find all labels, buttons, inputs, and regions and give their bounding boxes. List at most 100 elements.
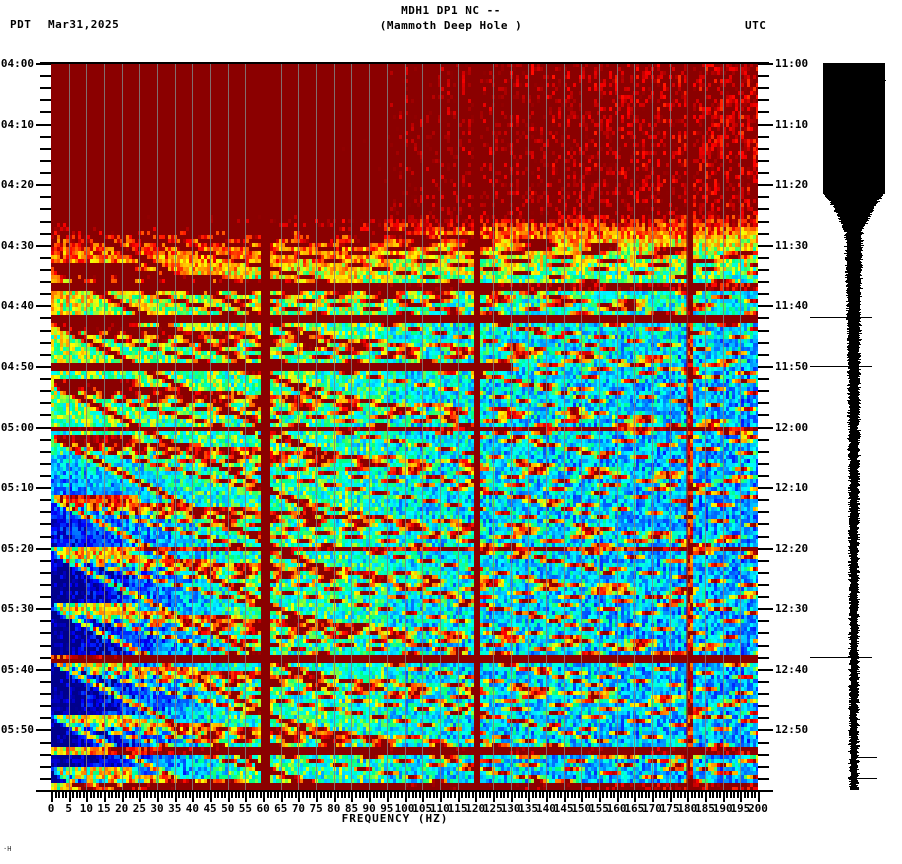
axis-tick-label: 11:30 (775, 239, 809, 252)
axis-tick (429, 792, 431, 798)
axis-tick-label: 05:50 (0, 723, 34, 736)
x-axis-tick-label: 170 (642, 802, 662, 815)
axis-tick (383, 792, 385, 798)
axis-tick (758, 160, 769, 162)
axis-tick (36, 487, 51, 489)
x-axis-tick-label: 190 (712, 802, 733, 815)
x-axis-tick-label: 70 (291, 802, 306, 815)
axis-tick-label: 11:10 (775, 118, 809, 131)
x-axis-tick-label: 85 (344, 802, 359, 815)
axis-tick (758, 317, 769, 319)
axis-tick (150, 792, 152, 798)
axis-tick (182, 792, 184, 798)
axis-tick-label: 12:20 (775, 542, 809, 555)
axis-tick (758, 111, 769, 113)
axis-tick (758, 717, 769, 719)
axis-tick (323, 792, 325, 798)
axis-tick (313, 792, 315, 798)
axis-tick (72, 792, 74, 798)
axis-tick (758, 560, 769, 562)
axis-tick (359, 792, 361, 798)
axis-tick (309, 792, 311, 798)
axis-tick (726, 792, 728, 798)
x-axis-tick-label: 145 (553, 802, 574, 815)
axis-tick (40, 439, 51, 441)
axis-tick (231, 792, 233, 798)
axis-tick (758, 681, 769, 683)
axis-tick-label: 05:30 (0, 602, 34, 615)
axis-tick (40, 717, 51, 719)
axis-tick (36, 366, 51, 368)
x-axis-tick-label: 75 (309, 802, 323, 815)
x-axis-tick-label: 10 (79, 802, 93, 815)
axis-tick (542, 792, 544, 798)
axis-tick (758, 523, 769, 525)
axis-tick (687, 792, 689, 802)
axis-tick (758, 148, 769, 150)
axis-tick (408, 792, 410, 798)
axis-tick (40, 99, 51, 101)
axis-tick-label: 04:40 (0, 299, 34, 312)
x-axis-tick-label: 5 (65, 802, 72, 815)
axis-tick (143, 792, 145, 798)
axis-tick (175, 792, 177, 802)
axis-tick (758, 245, 773, 247)
spectrogram-canvas (51, 63, 758, 790)
axis-tick (641, 792, 643, 798)
axis-tick (214, 792, 216, 798)
axis-tick (521, 792, 523, 798)
axis-tick (751, 792, 753, 798)
axis-tick (578, 792, 580, 798)
axis-tick (624, 792, 626, 798)
axis-tick (40, 560, 51, 562)
axis-tick-label: 04:10 (0, 118, 34, 131)
axis-tick (733, 792, 735, 798)
axis-tick (758, 792, 760, 802)
x-axis-tick-label: 185 (695, 802, 715, 815)
axis-tick (108, 792, 110, 798)
axis-tick (40, 378, 51, 380)
axis-tick (69, 792, 71, 802)
axis-tick (58, 792, 60, 798)
axis-tick (397, 792, 399, 798)
axis-tick (40, 511, 51, 513)
axis-tick (691, 792, 693, 798)
axis-tick (758, 63, 773, 65)
axis-tick (277, 792, 279, 798)
axis-tick (136, 792, 138, 798)
x-axis-tick-label: 95 (380, 802, 394, 815)
axis-tick (670, 792, 672, 802)
axis-tick (415, 792, 417, 798)
axis-tick (758, 754, 769, 756)
axis-tick (115, 792, 117, 798)
amplitude-trace-panel[interactable] (810, 63, 902, 790)
axis-tick (390, 792, 392, 798)
axis-tick (525, 792, 527, 798)
axis-tick (40, 172, 51, 174)
axis-tick (161, 792, 163, 798)
axis-tick (758, 620, 769, 622)
axis-tick (224, 792, 226, 798)
axis-tick (55, 792, 57, 798)
spectrogram-plot[interactable] (51, 63, 758, 790)
x-axis-tick-label: 25 (132, 802, 146, 815)
axis-tick (528, 792, 530, 802)
axis-tick (40, 620, 51, 622)
axis-tick (154, 792, 156, 798)
axis-tick (334, 792, 336, 802)
axis-tick (40, 475, 51, 477)
axis-tick (758, 596, 769, 598)
x-axis-tick-label: 0 (47, 802, 55, 815)
axis-tick (36, 427, 51, 429)
axis-tick (40, 657, 51, 659)
axis-tick (758, 330, 769, 332)
axis-tick (588, 792, 590, 798)
axis-tick (40, 233, 51, 235)
axis-tick (496, 792, 498, 798)
station-title-line1: MDH1 DP1 NC -- (401, 4, 501, 17)
axis-tick (86, 792, 88, 802)
x-axis-tick-label: 30 (150, 802, 164, 815)
axis-tick-label: 05:20 (0, 542, 34, 555)
station-title-line2: (Mammoth Deep Hole ) (379, 19, 523, 32)
axis-tick (482, 792, 484, 798)
